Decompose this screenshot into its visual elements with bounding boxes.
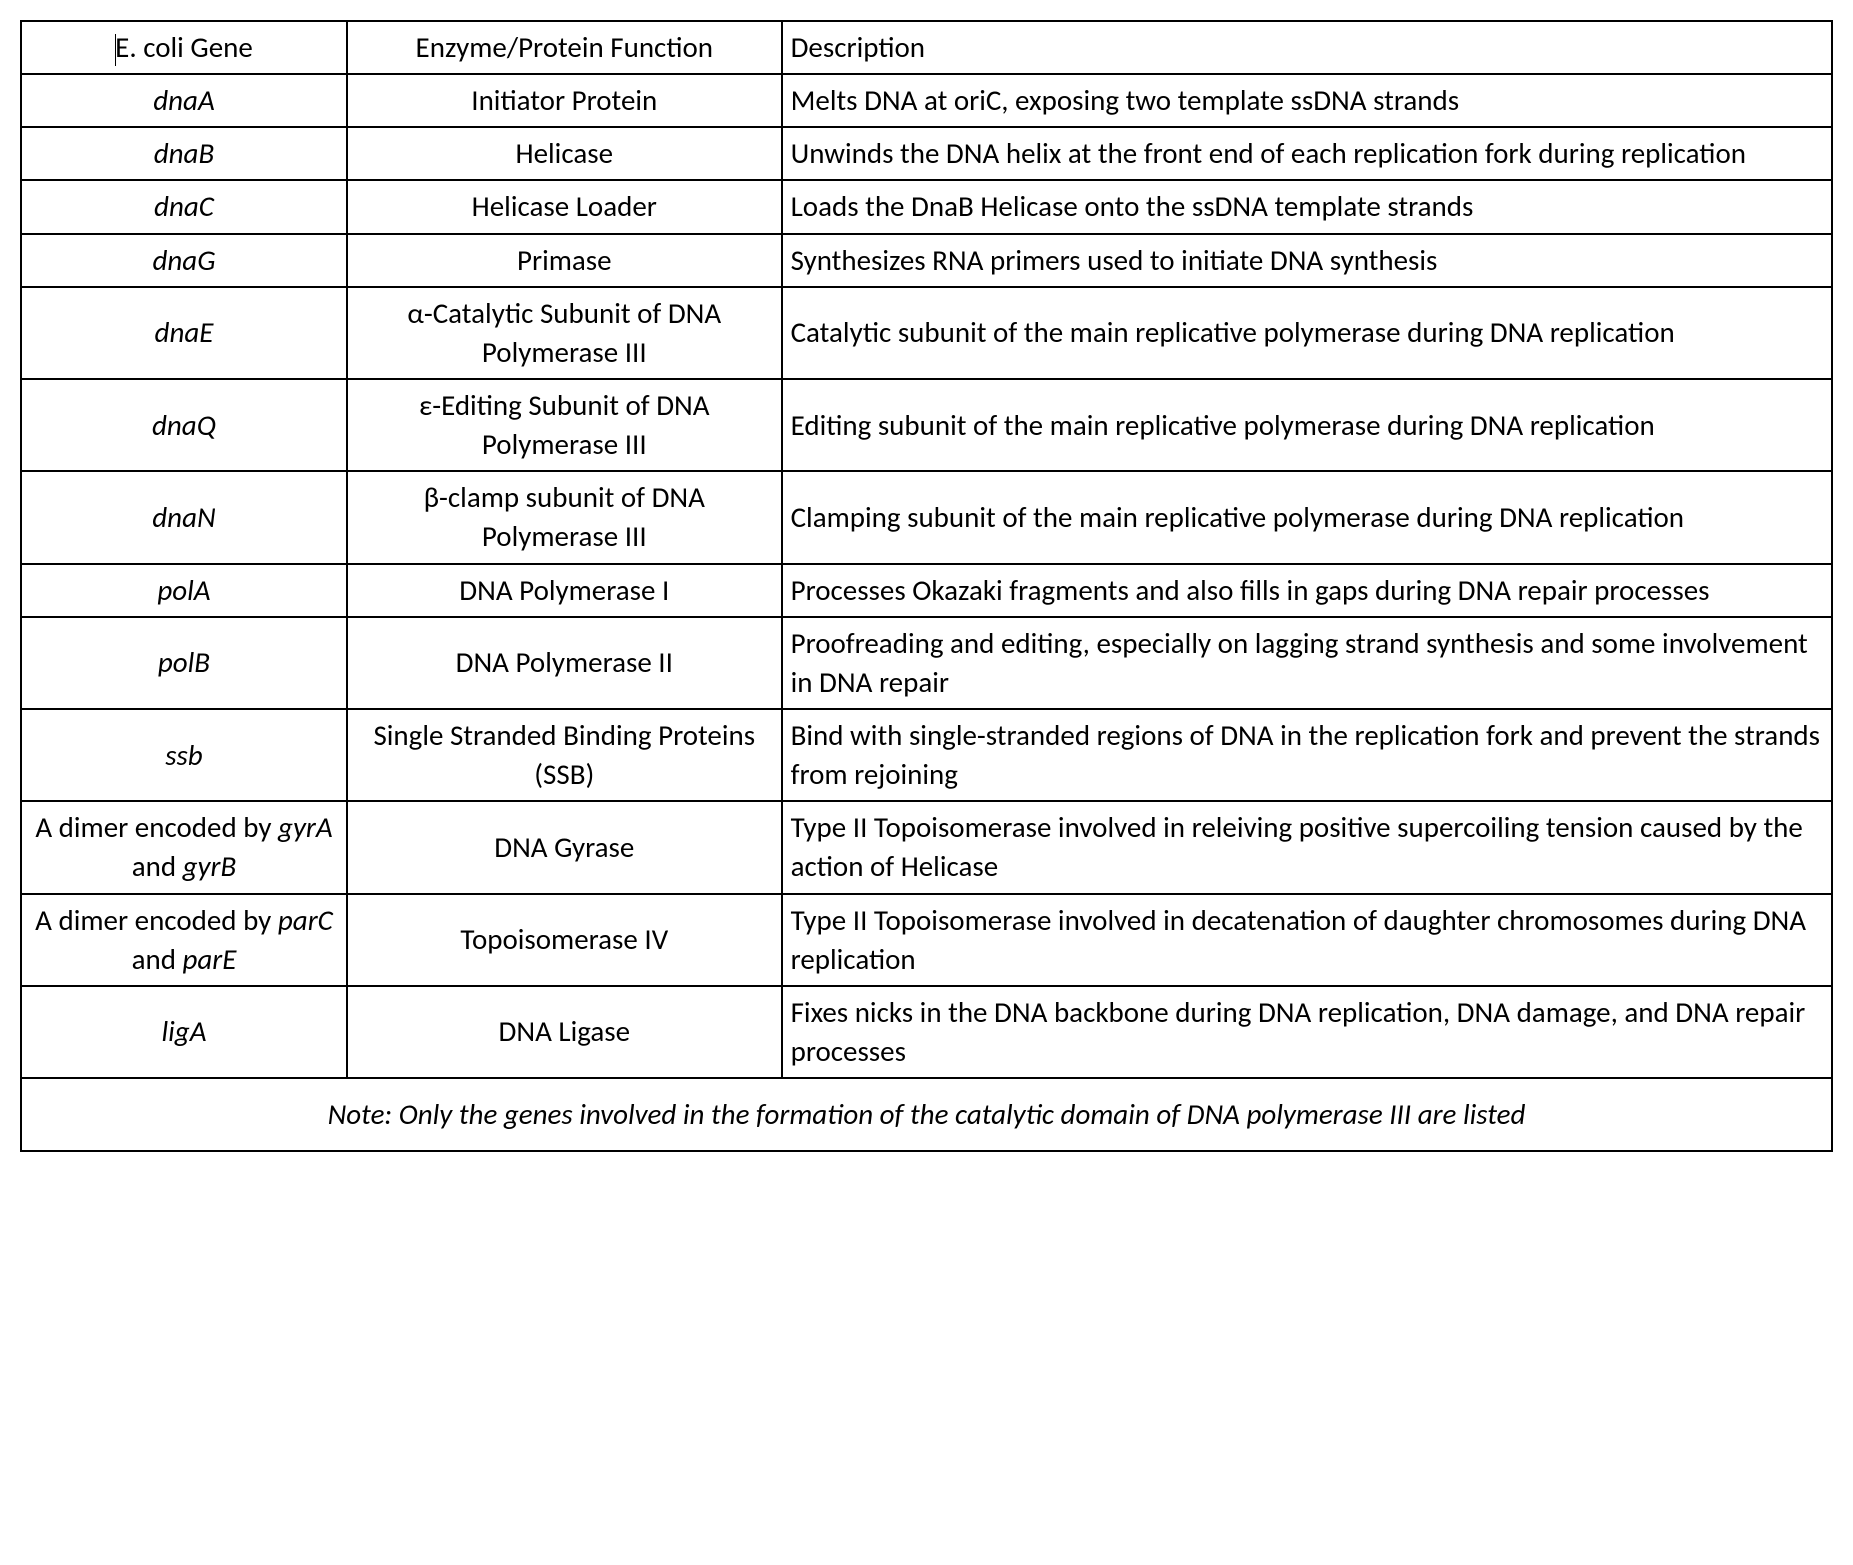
function-cell: DNA Polymerase I [347, 564, 782, 617]
function-cell: DNA Ligase [347, 986, 782, 1078]
table-header-row: E. coli Gene Enzyme/Protein Function Des… [21, 21, 1832, 74]
gene-enzyme-table: E. coli Gene Enzyme/Protein Function Des… [20, 20, 1833, 1152]
description-cell: Type II Topoisomerase involved in releiv… [782, 801, 1832, 893]
table-row: ssbSingle Stranded Binding Proteins (SSB… [21, 709, 1832, 801]
description-cell: Unwinds the DNA helix at the front end o… [782, 127, 1832, 180]
header-function: Enzyme/Protein Function [347, 21, 782, 74]
table-row: A dimer encoded by gyrA and gyrBDNA Gyra… [21, 801, 1832, 893]
table-row: polADNA Polymerase IProcesses Okazaki fr… [21, 564, 1832, 617]
gene-cell: polA [21, 564, 347, 617]
table-header: E. coli Gene Enzyme/Protein Function Des… [21, 21, 1832, 74]
function-cell: Helicase Loader [347, 180, 782, 233]
gene-cell: ssb [21, 709, 347, 801]
description-cell: Fixes nicks in the DNA backbone during D… [782, 986, 1832, 1078]
description-cell: Proofreading and editing, especially on … [782, 617, 1832, 709]
gene-cell: dnaB [21, 127, 347, 180]
description-cell: Clamping subunit of the main replicative… [782, 471, 1832, 563]
description-cell: Synthesizes RNA primers used to initiate… [782, 234, 1832, 287]
table-row: polBDNA Polymerase IIProofreading and ed… [21, 617, 1832, 709]
header-gene-prefix: E. coli [115, 29, 184, 65]
gene-cell: dnaA [21, 74, 347, 127]
header-description: Description [782, 21, 1832, 74]
gene-cell: dnaQ [21, 379, 347, 471]
gene-cell: ligA [21, 986, 347, 1078]
gene-cell: dnaG [21, 234, 347, 287]
gene-cell: dnaC [21, 180, 347, 233]
header-gene-suffix: Gene [184, 29, 253, 65]
description-cell: Processes Okazaki fragments and also fil… [782, 564, 1832, 617]
function-cell: Helicase [347, 127, 782, 180]
table-footer: Note: Only the genes involved in the for… [21, 1078, 1832, 1151]
function-cell: Topoisomerase IV [347, 894, 782, 986]
function-cell: DNA Gyrase [347, 801, 782, 893]
table-row: A dimer encoded by parC and parETopoisom… [21, 894, 1832, 986]
table-row: dnaCHelicase LoaderLoads the DnaB Helica… [21, 180, 1832, 233]
description-cell: Type II Topoisomerase involved in decate… [782, 894, 1832, 986]
function-cell: α-Catalytic Subunit of DNA Polymerase II… [347, 287, 782, 379]
description-cell: Editing subunit of the main replicative … [782, 379, 1832, 471]
function-cell: Primase [347, 234, 782, 287]
gene-cell: polB [21, 617, 347, 709]
footnote-cell: Note: Only the genes involved in the for… [21, 1078, 1832, 1151]
footnote-row: Note: Only the genes involved in the for… [21, 1078, 1832, 1151]
table-row: dnaQε-Editing Subunit of DNA Polymerase … [21, 379, 1832, 471]
description-cell: Catalytic subunit of the main replicativ… [782, 287, 1832, 379]
gene-cell: dnaN [21, 471, 347, 563]
function-cell: DNA Polymerase II [347, 617, 782, 709]
gene-cell: dnaE [21, 287, 347, 379]
description-cell: Bind with single-stranded regions of DNA… [782, 709, 1832, 801]
gene-cell: A dimer encoded by parC and parE [21, 894, 347, 986]
function-cell: Initiator Protein [347, 74, 782, 127]
gene-cell: A dimer encoded by gyrA and gyrB [21, 801, 347, 893]
function-cell: Single Stranded Binding Proteins (SSB) [347, 709, 782, 801]
function-cell: ε-Editing Subunit of DNA Polymerase III [347, 379, 782, 471]
table-row: dnaBHelicaseUnwinds the DNA helix at the… [21, 127, 1832, 180]
table-body: dnaAInitiator ProteinMelts DNA at oriC, … [21, 74, 1832, 1078]
table-row: ligADNA LigaseFixes nicks in the DNA bac… [21, 986, 1832, 1078]
table-row: dnaEα-Catalytic Subunit of DNA Polymeras… [21, 287, 1832, 379]
description-cell: Loads the DnaB Helicase onto the ssDNA t… [782, 180, 1832, 233]
function-cell: β-clamp subunit of DNA Polymerase III [347, 471, 782, 563]
table-row: dnaNβ-clamp subunit of DNA Polymerase II… [21, 471, 1832, 563]
table-row: dnaAInitiator ProteinMelts DNA at oriC, … [21, 74, 1832, 127]
table-row: dnaGPrimaseSynthesizes RNA primers used … [21, 234, 1832, 287]
header-gene: E. coli Gene [21, 21, 347, 74]
description-cell: Melts DNA at oriC, exposing two template… [782, 74, 1832, 127]
